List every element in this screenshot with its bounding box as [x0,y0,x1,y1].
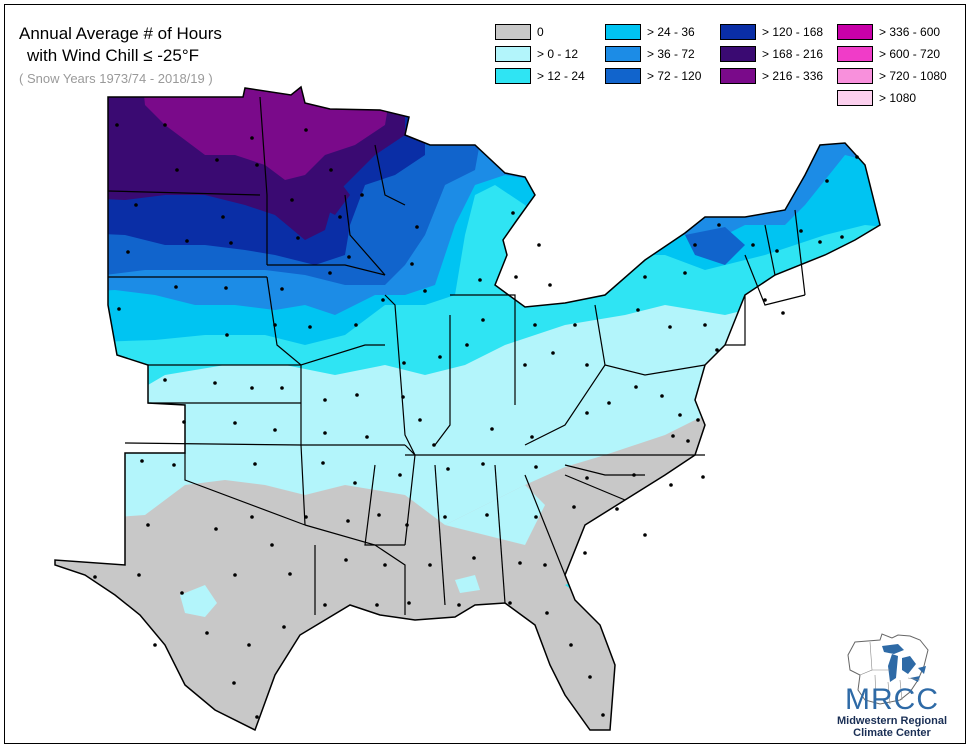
legend-item: > 720 - 1080 [837,67,947,85]
legend: 0 > 0 - 12 > 12 - 24 > 24 - 36 > 36 - 72… [495,23,965,133]
legend-label: > 36 - 72 [647,47,695,61]
mrcc-logo-map [847,633,929,705]
legend-label: > 336 - 600 [879,25,941,39]
legend-item: > 168 - 216 [720,45,823,63]
legend-item: > 12 - 24 [495,67,585,85]
legend-item: > 24 - 36 [605,23,695,41]
legend-swatch [495,24,531,40]
legend-item: > 600 - 720 [837,45,940,63]
mrcc-logo-text: MRCC Midwestern Regional Climate Center [827,683,957,740]
legend-swatch [837,68,873,84]
legend-swatch [837,90,873,106]
legend-label: 0 [537,25,544,39]
map-subtitle: ( Snow Years 1973/74 - 2018/19 ) [19,71,213,86]
us-boundary [54,85,881,732]
legend-swatch [495,68,531,84]
logo-acronym: MRCC [845,683,939,716]
legend-label: > 168 - 216 [762,47,824,61]
legend-label: > 1080 [879,91,917,105]
wind-chill-map [54,85,881,732]
legend-swatch [605,24,641,40]
legend-item: > 336 - 600 [837,23,940,41]
legend-item: > 36 - 72 [605,45,695,63]
legend-label: > 600 - 720 [879,47,941,61]
legend-label: > 216 - 336 [762,69,824,83]
logo-subtitle-line1: Midwestern Regional [836,715,948,727]
map-frame: Annual Average # of Hours with Wind Chil… [4,4,966,744]
legend-item: > 216 - 336 [720,67,823,85]
station-markers [93,123,859,719]
map-title-line1: Annual Average # of Hours [19,24,222,43]
legend-swatch [605,46,641,62]
legend-item: > 0 - 12 [495,45,578,63]
legend-label: > 120 - 168 [762,25,824,39]
legend-swatch [837,46,873,62]
legend-label: > 72 - 120 [647,69,702,83]
legend-label: > 720 - 1080 [879,69,947,83]
legend-item: > 120 - 168 [720,23,823,41]
legend-swatch [495,46,531,62]
legend-item: > 1080 [837,89,916,107]
legend-label: > 12 - 24 [537,69,585,83]
legend-swatch [720,24,756,40]
logo-subtitle-line2: Climate Center [853,727,931,739]
legend-swatch [720,68,756,84]
state-boundaries [107,96,806,615]
legend-swatch [837,24,873,40]
map-title-line2: with Wind Chill ≤ -25°F [27,46,200,65]
legend-label: > 24 - 36 [647,25,695,39]
legend-item: > 72 - 120 [605,67,701,85]
legend-swatch [605,68,641,84]
legend-item: 0 [495,23,544,41]
legend-label: > 0 - 12 [537,47,579,61]
legend-swatch [720,46,756,62]
